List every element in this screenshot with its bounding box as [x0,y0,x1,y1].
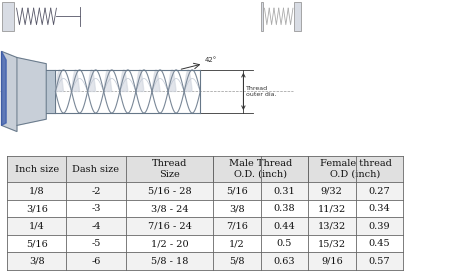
Text: 13/32: 13/32 [318,222,346,231]
Text: 1/2 - 20: 1/2 - 20 [151,239,188,248]
Text: 0.34: 0.34 [368,204,390,213]
Text: 0.27: 0.27 [368,187,390,196]
Text: 5/16: 5/16 [26,239,47,248]
Text: 0.38: 0.38 [273,204,295,213]
Text: 7/16 - 24: 7/16 - 24 [147,222,191,231]
Bar [294,2,301,31]
Bar [7,156,403,182]
Text: -4: -4 [91,222,101,231]
Text: 5/8: 5/8 [229,256,245,266]
Text: 0.45: 0.45 [368,239,390,248]
Polygon shape [17,58,46,125]
Text: -6: -6 [91,256,100,266]
Bar [7,182,403,200]
Bar [261,2,263,31]
Bar [7,200,403,217]
Text: -2: -2 [91,187,101,196]
Text: 0.5: 0.5 [277,239,292,248]
Text: Inch size: Inch size [15,165,59,174]
Text: 0.57: 0.57 [368,256,390,266]
Text: 15/32: 15/32 [318,239,346,248]
Text: 1/2: 1/2 [229,239,245,248]
Text: 1/4: 1/4 [29,222,45,231]
Text: Male Thread
O.D. (inch): Male Thread O.D. (inch) [229,159,292,179]
Text: 5/16: 5/16 [226,187,248,196]
Text: 11/32: 11/32 [318,204,346,213]
Text: 3/16: 3/16 [26,204,48,213]
Text: 1/8: 1/8 [29,187,45,196]
Text: 9/16: 9/16 [321,256,343,266]
Text: 42°: 42° [205,57,217,63]
Polygon shape [1,52,17,132]
Text: 0.63: 0.63 [273,256,295,266]
Text: 0.44: 0.44 [273,222,295,231]
Polygon shape [46,70,55,113]
Text: 3/8 - 24: 3/8 - 24 [151,204,188,213]
Bar [2,2,14,31]
Text: 5/16 - 28: 5/16 - 28 [147,187,191,196]
Bar [7,217,403,235]
Text: 5/8 - 18: 5/8 - 18 [151,256,188,266]
Text: Dash size: Dash size [73,165,119,174]
Text: Female thread
O.D (inch): Female thread O.D (inch) [319,159,392,179]
Text: -5: -5 [91,239,100,248]
Text: 3/8: 3/8 [229,204,245,213]
Text: 7/16: 7/16 [226,222,248,231]
Text: 3/8: 3/8 [29,256,45,266]
Text: Thread
outer dia.: Thread outer dia. [246,86,277,97]
Text: 9/32: 9/32 [321,187,343,196]
Text: 0.31: 0.31 [273,187,295,196]
Text: 0.39: 0.39 [368,222,390,231]
Text: Thread
Size: Thread Size [152,159,187,179]
Bar [7,252,403,270]
Polygon shape [1,52,6,125]
Bar [7,235,403,252]
Text: -3: -3 [91,204,101,213]
